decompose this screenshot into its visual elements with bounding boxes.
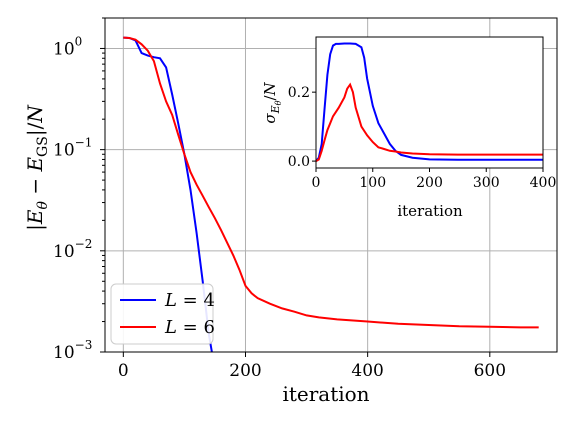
legend: L = 4 L = 6 — [110, 283, 215, 345]
inset-x-tick-label: 200 — [416, 175, 443, 191]
series-line-L6 — [123, 36, 539, 329]
y-label-minus: − — [23, 172, 47, 201]
y-tick-exponent: −2 — [75, 237, 93, 251]
inset-y-label-theta: θ — [274, 100, 283, 105]
inset-x-tick-label: 0 — [312, 175, 321, 191]
x-tick-label: 200 — [229, 361, 261, 381]
series-line-L4 — [123, 36, 213, 352]
legend-label-L4: L = 4 — [164, 290, 215, 311]
inset-y-tick-label: 0.0 — [288, 154, 310, 170]
y-tick-exponent: −3 — [75, 338, 93, 352]
inset-y-label-sigma: σ — [261, 113, 279, 124]
main-y-axis-label: |Eθ − EGS|/N — [23, 104, 51, 231]
inset-series-line-1 — [315, 82, 543, 162]
inset-x-tick-label: 100 — [359, 175, 386, 191]
legend-label-L6: L = 6 — [164, 317, 215, 338]
inset-y-axis-label: σEθ/N — [261, 81, 283, 123]
inset-y-label-N: N — [261, 81, 279, 96]
y-label-N: N — [23, 104, 47, 124]
legend-var-L4: L — [164, 290, 177, 311]
y-label-bar-close: |/ — [23, 122, 48, 136]
x-tick-label: 600 — [474, 361, 506, 381]
y-label-gs: GS — [35, 136, 51, 157]
y-label-theta: θ — [35, 200, 51, 209]
inset-x-tick-label: 300 — [473, 175, 500, 191]
x-tick-label: 0 — [118, 361, 129, 381]
inset-series — [315, 42, 543, 162]
main-series — [123, 36, 539, 352]
y-tick-exponent: −1 — [75, 136, 93, 150]
legend-rest-L6: = 6 — [177, 317, 215, 338]
legend-rest-L4: = 4 — [177, 290, 215, 311]
legend-var-L6: L — [164, 317, 177, 338]
inset-x-axis-label: iteration — [397, 202, 463, 220]
x-tick-label: 400 — [351, 361, 383, 381]
inset-background — [316, 37, 543, 168]
y-label-E2: E — [23, 157, 47, 173]
y-tick-label: 10−2 — [53, 237, 92, 262]
y-tick-label: 100 — [53, 34, 82, 59]
y-label-bar: | — [23, 224, 48, 231]
main-x-axis-label: iteration — [282, 382, 369, 406]
inset-y-label-slash: / — [261, 95, 279, 101]
y-label-E: E — [23, 209, 47, 225]
y-tick-label: 10−3 — [53, 338, 92, 363]
inset-y-label-E: E — [269, 105, 282, 114]
y-tick-exponent: 0 — [75, 34, 83, 48]
y-tick-label: 10−1 — [53, 136, 92, 161]
inset-x-tick-label: 400 — [530, 175, 557, 191]
inset-series-line-0 — [315, 42, 543, 162]
inset-y-tick-label: 0.2 — [288, 85, 310, 101]
inset-ticks: 0 100 200 300 400 0.0 0.2 — [288, 85, 557, 191]
main-plot-frame — [104, 17, 558, 353]
